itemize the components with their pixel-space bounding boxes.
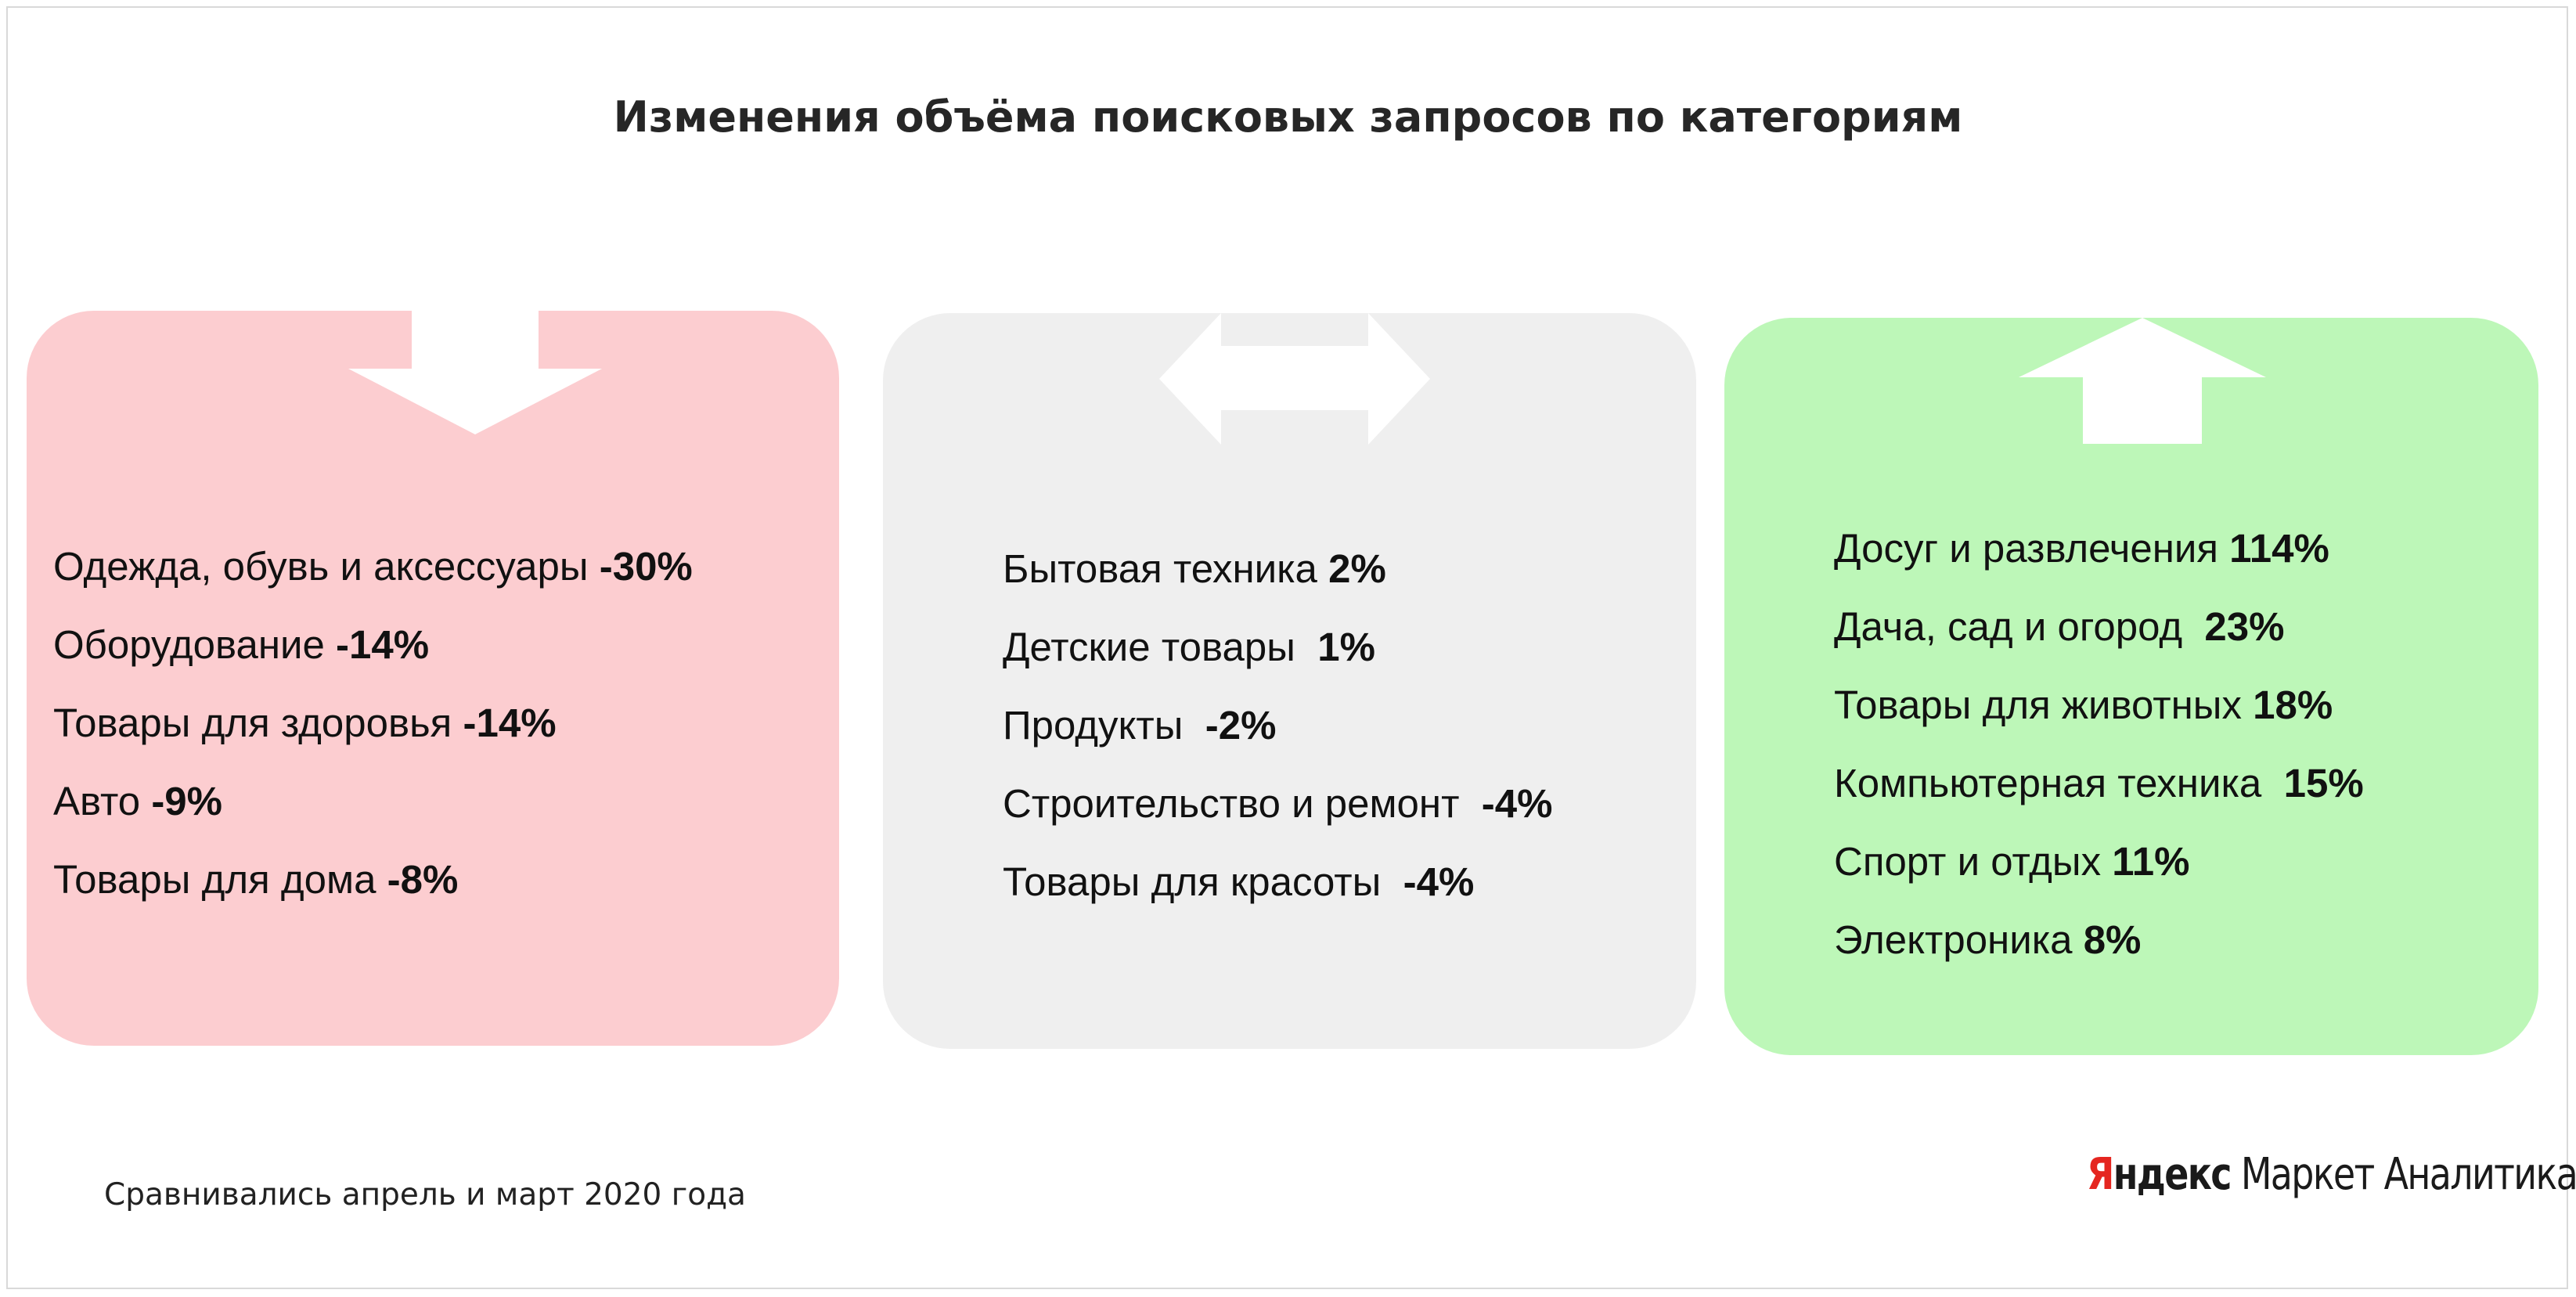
category-label: Детские товары	[1003, 625, 1318, 669]
category-value: 23%	[2204, 604, 2285, 649]
category-value: 8%	[2083, 917, 2142, 962]
category-value: 11%	[2112, 839, 2190, 884]
category-value: -8%	[387, 857, 459, 902]
list-item: Бытовая техника 2%	[1003, 530, 1552, 608]
category-label: Спорт и отдых	[1834, 839, 2113, 884]
brand-logo: Яндекс Маркет Аналитика	[2087, 1149, 2576, 1200]
category-label: Продукты	[1003, 703, 1205, 748]
down-arrow-icon	[348, 311, 602, 434]
list-item: Дача, сад и огород 23%	[1834, 588, 2364, 666]
slide-frame	[6, 6, 2568, 1289]
list-item: Компьютерная техника 15%	[1834, 744, 2364, 823]
list-item: Спорт и отдых 11%	[1834, 823, 2364, 901]
footnote: Сравнивались апрель и март 2020 года	[104, 1177, 746, 1212]
category-label: Одежда, обувь и аксессуары	[53, 544, 600, 589]
list-item: Оборудование -14%	[53, 606, 693, 684]
list-item: Продукты -2%	[1003, 686, 1552, 765]
category-value: 2%	[1328, 546, 1386, 591]
increase-list: Досуг и развлечения 114% Дача, сад и огор…	[1834, 510, 2364, 979]
category-label: Электроника	[1834, 917, 2084, 962]
neutral-list: Бытовая техника 2% Детские товары 1% Проду…	[1003, 530, 1552, 921]
panel-neutral	[883, 313, 1696, 1049]
up-arrow-icon	[2019, 318, 2266, 444]
category-value: 114%	[2229, 526, 2329, 571]
list-item: Товары для дома -8%	[53, 841, 693, 919]
list-item: Одежда, обувь и аксессуары -30%	[53, 528, 693, 606]
category-label: Авто	[53, 779, 152, 823]
category-label: Оборудование	[53, 622, 337, 667]
category-label: Компьютерная техника	[1834, 761, 2284, 805]
category-value: -14%	[336, 622, 430, 667]
list-item: Строительство и ремонт -4%	[1003, 765, 1552, 843]
brand-logo-suffix: Маркет Аналитика	[2230, 1149, 2576, 1200]
list-item: Досуг и развлечения 114%	[1834, 510, 2364, 588]
category-value: -14%	[463, 701, 557, 745]
category-label: Дача, сад и огород	[1834, 604, 2205, 649]
category-value: 18%	[2253, 683, 2333, 727]
category-value: 15%	[2283, 761, 2364, 805]
list-item: Товары для животных 18%	[1834, 666, 2364, 744]
category-label: Строительство и ремонт	[1003, 781, 1482, 826]
list-item: Товары для красоты -4%	[1003, 843, 1552, 921]
category-value: -4%	[1403, 859, 1475, 904]
left-right-arrow-icon	[1159, 313, 1430, 445]
category-value: -30%	[599, 544, 693, 589]
category-value: 1%	[1317, 625, 1375, 669]
list-item: Авто -9%	[53, 762, 693, 841]
category-label: Товары для здоровья	[53, 701, 463, 745]
category-label: Товары для животных	[1834, 683, 2254, 727]
category-label: Товары для дома	[53, 857, 387, 902]
category-value: -2%	[1205, 703, 1277, 748]
page-title: Изменения объёма поисковых запросов по к…	[613, 92, 1963, 142]
category-label: Бытовая техника	[1003, 546, 1329, 591]
category-label: Досуг и развлечения	[1834, 526, 2230, 571]
list-item: Детские товары 1%	[1003, 608, 1552, 686]
panel-increase	[1724, 318, 2538, 1055]
panel-decrease	[27, 311, 839, 1046]
list-item: Электроника 8%	[1834, 901, 2364, 979]
category-value: -9%	[151, 779, 223, 823]
decrease-list: Одежда, обувь и аксессуары -30% Оборудова…	[53, 528, 693, 919]
list-item: Товары для здоровья -14%	[53, 684, 693, 762]
category-value: -4%	[1481, 781, 1553, 826]
category-label: Товары для красоты	[1003, 859, 1403, 904]
brand-logo-first-letter: Я	[2087, 1149, 2114, 1200]
brand-logo-rest: ндекс	[2113, 1149, 2232, 1200]
